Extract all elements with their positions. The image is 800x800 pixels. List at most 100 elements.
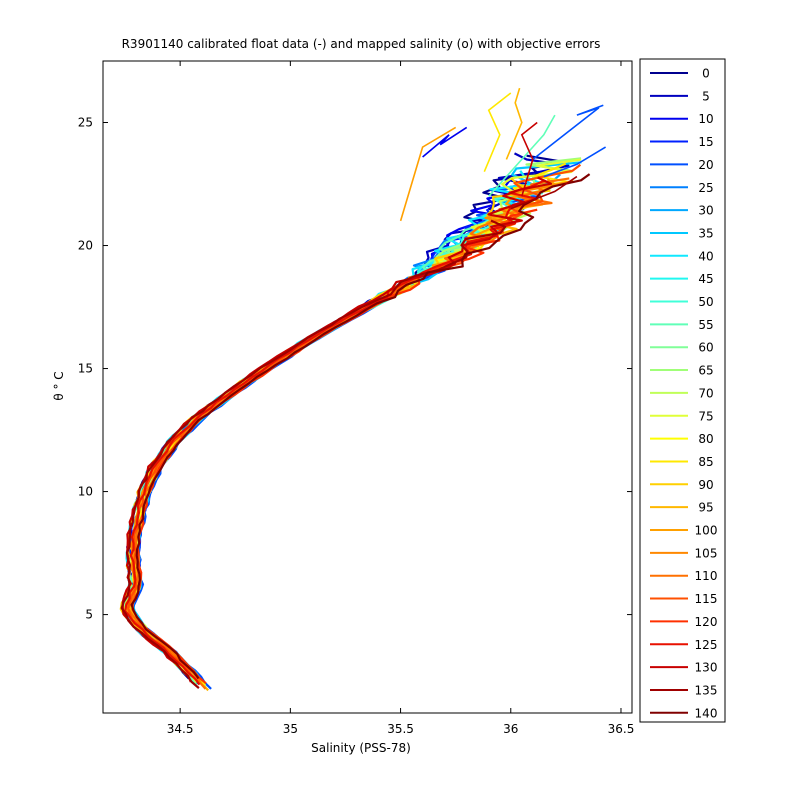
legend-item-130: 130 [650,661,717,675]
legend-label: 50 [698,295,713,309]
legend-label: 100 [695,524,718,538]
legend-label: 70 [698,386,713,400]
legend-label: 20 [698,158,713,172]
legend: 0 5 10 15 20 25 30 35 40 45 50 55 60 65 70 75 80 85 90 95 10… [639,58,726,723]
legend-item-45: 45 [650,272,714,286]
legend-label: 10 [698,112,713,126]
legend-item-100: 100 [650,524,717,538]
profile-line-125 [124,179,546,686]
legend-item-25: 25 [650,181,714,195]
x-tick-label: 36 [503,722,518,736]
profile-line-20 [130,183,539,690]
legend-label: 115 [695,592,718,606]
legend-label: 90 [698,478,713,492]
profile-line-80 [129,210,520,687]
legend-label: 130 [695,661,718,675]
profile-line-55 [121,210,511,687]
legend-label: 0 [702,67,710,81]
y-tick-label: 15 [78,362,93,376]
legend-label: 110 [695,569,718,583]
surface-spike-20-2 [543,146,607,178]
x-axis: 34.5 35 35.5 36 36.5 [167,61,635,736]
legend-item-90: 90 [650,478,714,492]
legend-item-80: 80 [650,432,714,446]
profile-line-110 [127,177,570,690]
legend-label: 120 [695,615,718,629]
legend-item-30: 30 [650,204,714,218]
surface-spike-135-8 [510,175,578,210]
x-tick-label: 34.5 [167,722,194,736]
profile-line-15 [132,208,493,678]
legend-item-65: 65 [650,364,714,378]
legend-item-40: 40 [650,249,714,263]
profile-line-120 [131,208,538,685]
legend-label: 5 [702,89,710,103]
legend-item-110: 110 [650,569,717,583]
legend-label: 125 [695,638,718,652]
legend-label: 135 [695,683,718,697]
legend-item-70: 70 [650,386,714,400]
legend-label: 80 [698,432,713,446]
legend-label: 105 [695,546,718,560]
y-tick-label: 25 [78,116,93,130]
legend-item-135: 135 [650,683,717,697]
profile-line-135 [120,219,507,689]
legend-item-5: 5 [650,89,710,103]
legend-label: 35 [698,226,713,240]
surface-spike-20-1 [532,104,604,161]
surface-spike-10-0 [422,126,468,158]
profile-line-25 [124,209,519,685]
surface-spike-55-3 [488,114,556,197]
chart-title: R3901140 calibrated float data (-) and m… [122,37,601,51]
y-tick-label: 5 [85,608,93,622]
y-tick-label: 10 [78,485,93,499]
legend-item-35: 35 [650,226,714,240]
x-tick-label: 36.5 [608,722,635,736]
legend-label: 60 [698,341,713,355]
profile-line-45 [126,208,503,678]
legend-label: 40 [698,249,713,263]
legend-item-75: 75 [650,409,714,423]
surface-spike-130-7 [520,121,538,197]
profile-line-140 [130,173,591,680]
legend-item-115: 115 [650,592,717,606]
x-tick-label: 35.5 [387,722,414,736]
surface-spike-85-4 [483,92,512,173]
y-axis-label: θ ° C [52,371,66,400]
legend-item-120: 120 [650,615,717,629]
profile-line-95 [129,203,543,692]
legend-label: 25 [698,181,713,195]
legend-item-140: 140 [650,706,717,720]
legend-label: 75 [698,409,713,423]
legend-item-85: 85 [650,455,714,469]
surface-spike-100-6 [399,126,457,222]
legend-label: 95 [698,501,713,515]
profile-line-60 [127,212,506,689]
legend-label: 30 [698,204,713,218]
legend-label: 55 [698,318,713,332]
legend-item-20: 20 [650,158,714,172]
axes-box [102,60,633,714]
legend-item-125: 125 [650,638,717,652]
legend-item-50: 50 [650,295,714,309]
x-axis-label: Salinity (PSS-78) [311,741,411,755]
legend-label: 45 [698,272,713,286]
surface-spike-95-5 [505,87,523,160]
legend-box [639,58,726,723]
legend-item-60: 60 [650,341,714,355]
legend-label: 15 [698,135,713,149]
legend-item-105: 105 [650,546,717,560]
legend-item-10: 10 [650,112,714,126]
legend-label: 140 [695,706,718,720]
legend-label: 85 [698,455,713,469]
profile-lines [119,87,607,692]
profile-line-50 [128,191,544,686]
y-axis: 5 10 15 20 25 [78,116,632,622]
x-tick-label: 35 [283,722,298,736]
y-tick-label: 20 [78,239,93,253]
legend-label: 65 [698,364,713,378]
legend-item-15: 15 [650,135,714,149]
legend-item-0: 0 [650,67,710,81]
legend-item-95: 95 [650,501,714,515]
